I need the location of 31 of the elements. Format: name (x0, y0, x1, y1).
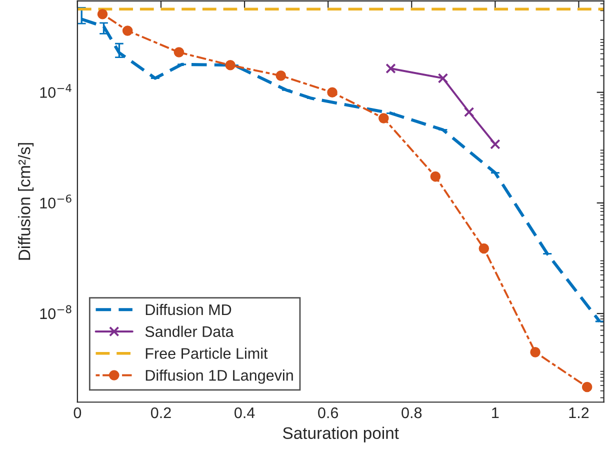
point (530, 347, 540, 358)
x-tick-label: 1 (492, 408, 499, 418)
y-tick-label: 10$^{−8}$ (40, 305, 72, 320)
legend-label: Sandler Data (145, 326, 234, 338)
point (276, 70, 286, 81)
x-tick-label: 0 (74, 407, 82, 418)
point (378, 113, 389, 124)
point (464, 106, 474, 118)
point (438, 73, 448, 84)
x-tick-label: 0.8 (402, 407, 422, 418)
point (122, 26, 133, 36)
point (327, 87, 338, 98)
point (490, 139, 500, 150)
legend-label: Free Particle Limit (146, 348, 268, 359)
y-axis-title: Diffusion [cm²/s] (18, 143, 34, 260)
legend-label: Diffusion MD (146, 304, 232, 316)
point (225, 60, 236, 70)
point (386, 63, 396, 74)
x-tick-label: 0.4 (234, 407, 255, 418)
point (478, 243, 490, 254)
x-tick-label: 0.6 (318, 407, 338, 418)
y-tick-label: 10$^{−4}$ (40, 84, 72, 98)
x-axis-title: Saturation point (283, 426, 399, 442)
point (97, 8, 108, 20)
y-tick-label: 10$^{−6}$ (40, 194, 72, 209)
point (582, 382, 592, 392)
x-tick-label: 1.2 (569, 407, 589, 418)
x-tick-label: 0.2 (150, 407, 171, 418)
point (174, 47, 184, 58)
legend-label: Diffusion 1D Langevin (146, 370, 293, 384)
point (430, 171, 441, 182)
